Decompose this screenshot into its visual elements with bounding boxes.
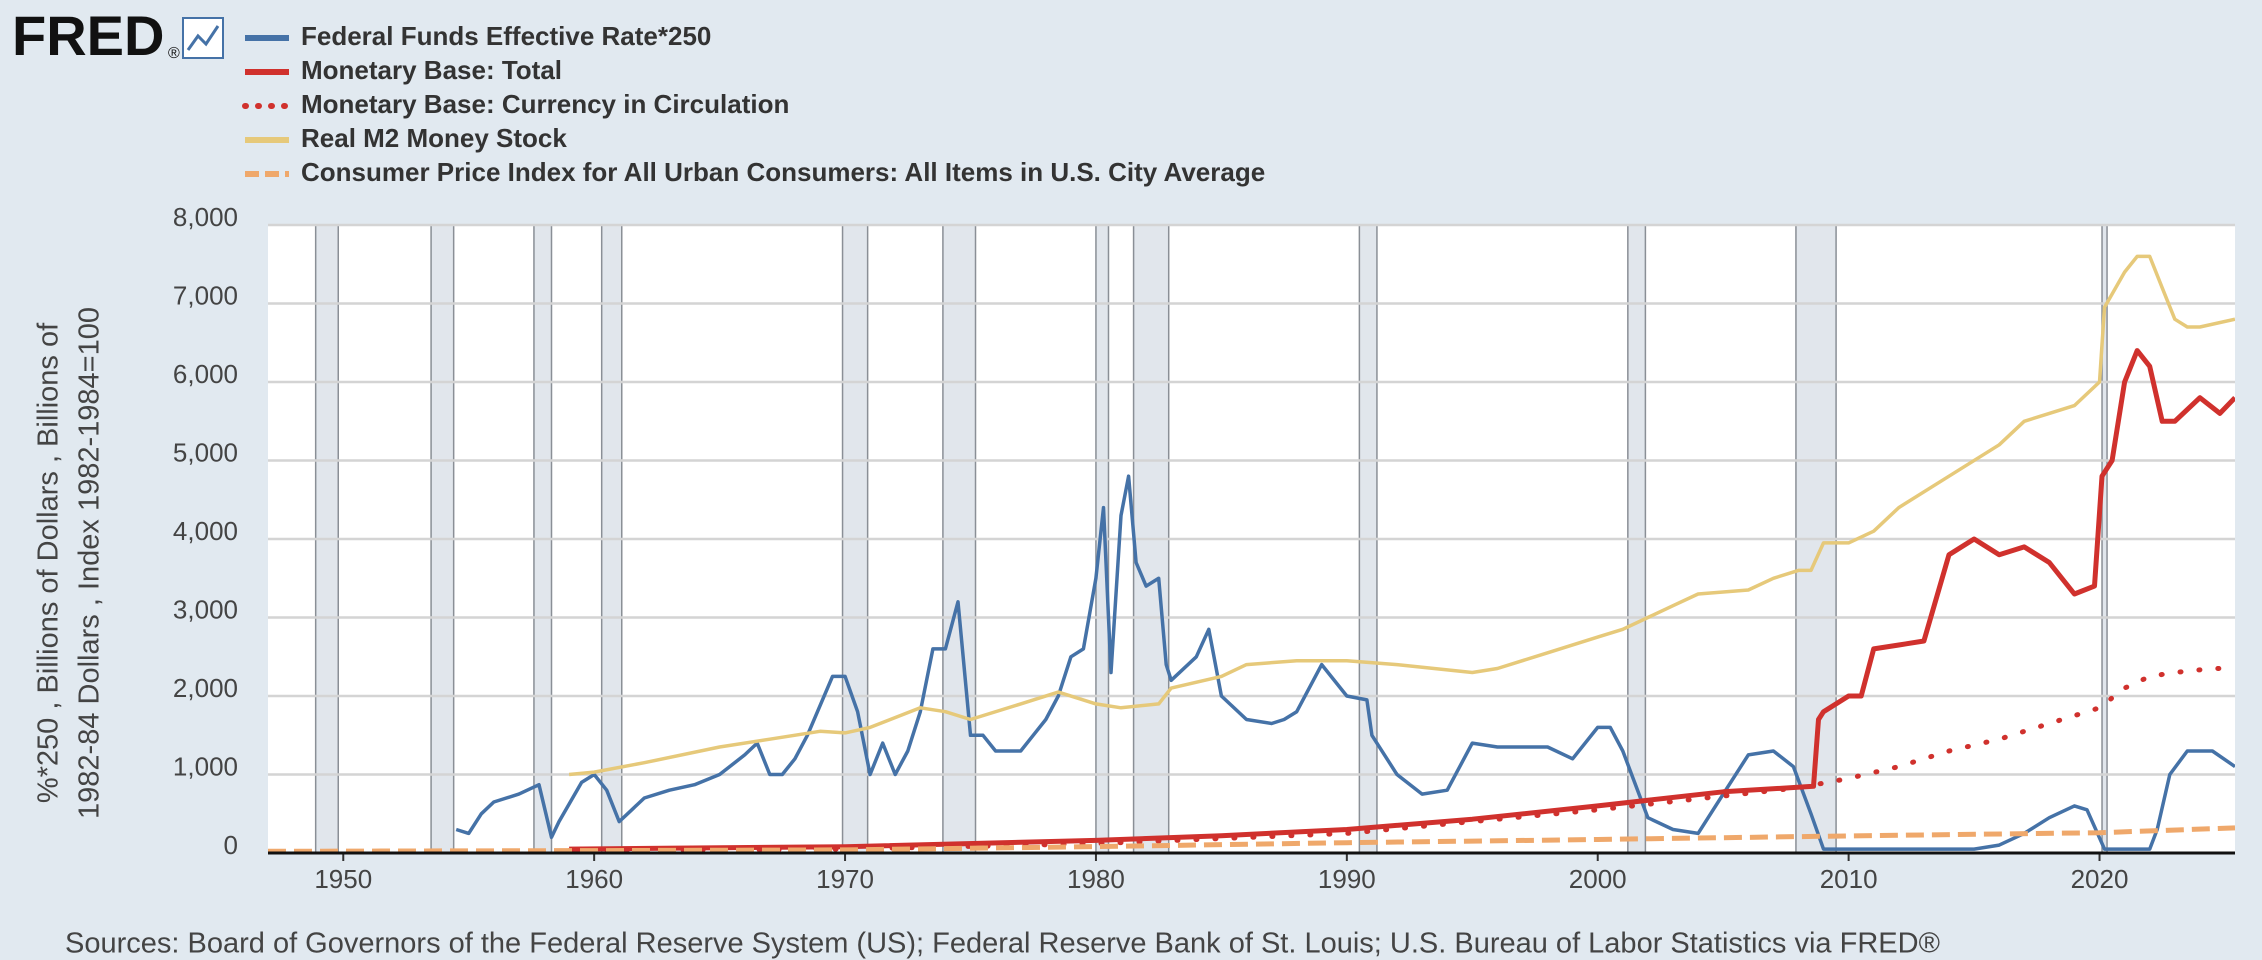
x-tick-label: 1950 [314,864,372,894]
x-tick-label: 2020 [2071,864,2129,894]
y-tick-label: 0 [224,830,238,860]
source: Sources: Board of Governors of the Feder… [65,928,1940,960]
y-tick-label: 1,000 [173,751,238,781]
series-line [566,666,2235,853]
x-tick-label: 1980 [1067,864,1125,894]
y-tick-label: 8,000 [173,202,238,232]
y-axis-label: %*250 , Billions of Dollars , Billions o… [33,322,65,803]
legend-label: Monetary Base: Currency in Circulation [301,89,789,119]
logo: FRED [12,4,164,67]
logo-icon [182,17,224,59]
legend-label: Federal Funds Effective Rate*250 [301,21,711,51]
series-line [268,825,2235,853]
x-tick-label: 2010 [1820,864,1878,894]
legend-label: Real M2 Money Stock [301,123,567,153]
series-line [568,254,2235,777]
y-tick-label: 2,000 [173,673,238,703]
y-tick-label: 4,000 [173,516,238,546]
x-tick-label: 1960 [565,864,623,894]
y-tick-label: 7,000 [173,280,238,310]
y-tick-label: 3,000 [173,594,238,624]
series-line [455,474,2235,851]
legend-label: Consumer Price Index for All Urban Consu… [301,157,1265,187]
x-tick-label: 1990 [1318,864,1376,894]
x-tick-label: 2000 [1569,864,1627,894]
series-line [569,348,2235,852]
legend-label: Monetary Base: Total [301,55,562,85]
logo-mark: ® [168,45,180,62]
y-tick-label: 6,000 [173,359,238,389]
y-axis-label: 1982-84 Dollars , Index 1982-1984=100 [74,307,106,819]
y-tick-label: 5,000 [173,437,238,467]
x-tick-label: 1970 [816,864,874,894]
